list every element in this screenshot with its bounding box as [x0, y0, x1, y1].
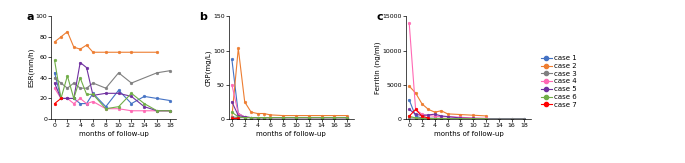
Text: b: b	[199, 12, 207, 22]
Text: a: a	[27, 12, 34, 22]
X-axis label: months of follow-up: months of follow-up	[434, 131, 503, 137]
X-axis label: months of follow-up: months of follow-up	[256, 131, 326, 137]
Y-axis label: Ferritin (ng/ml): Ferritin (ng/ml)	[375, 41, 381, 94]
Legend: case 1, case 2, case 3, case 4, case 5, case 6, case 7: case 1, case 2, case 3, case 4, case 5, …	[541, 55, 577, 108]
X-axis label: months of follow-up: months of follow-up	[79, 131, 149, 137]
Y-axis label: ESR(mm/h): ESR(mm/h)	[27, 48, 34, 87]
Y-axis label: CRP(mg/L): CRP(mg/L)	[205, 49, 212, 86]
Text: c: c	[376, 12, 383, 22]
